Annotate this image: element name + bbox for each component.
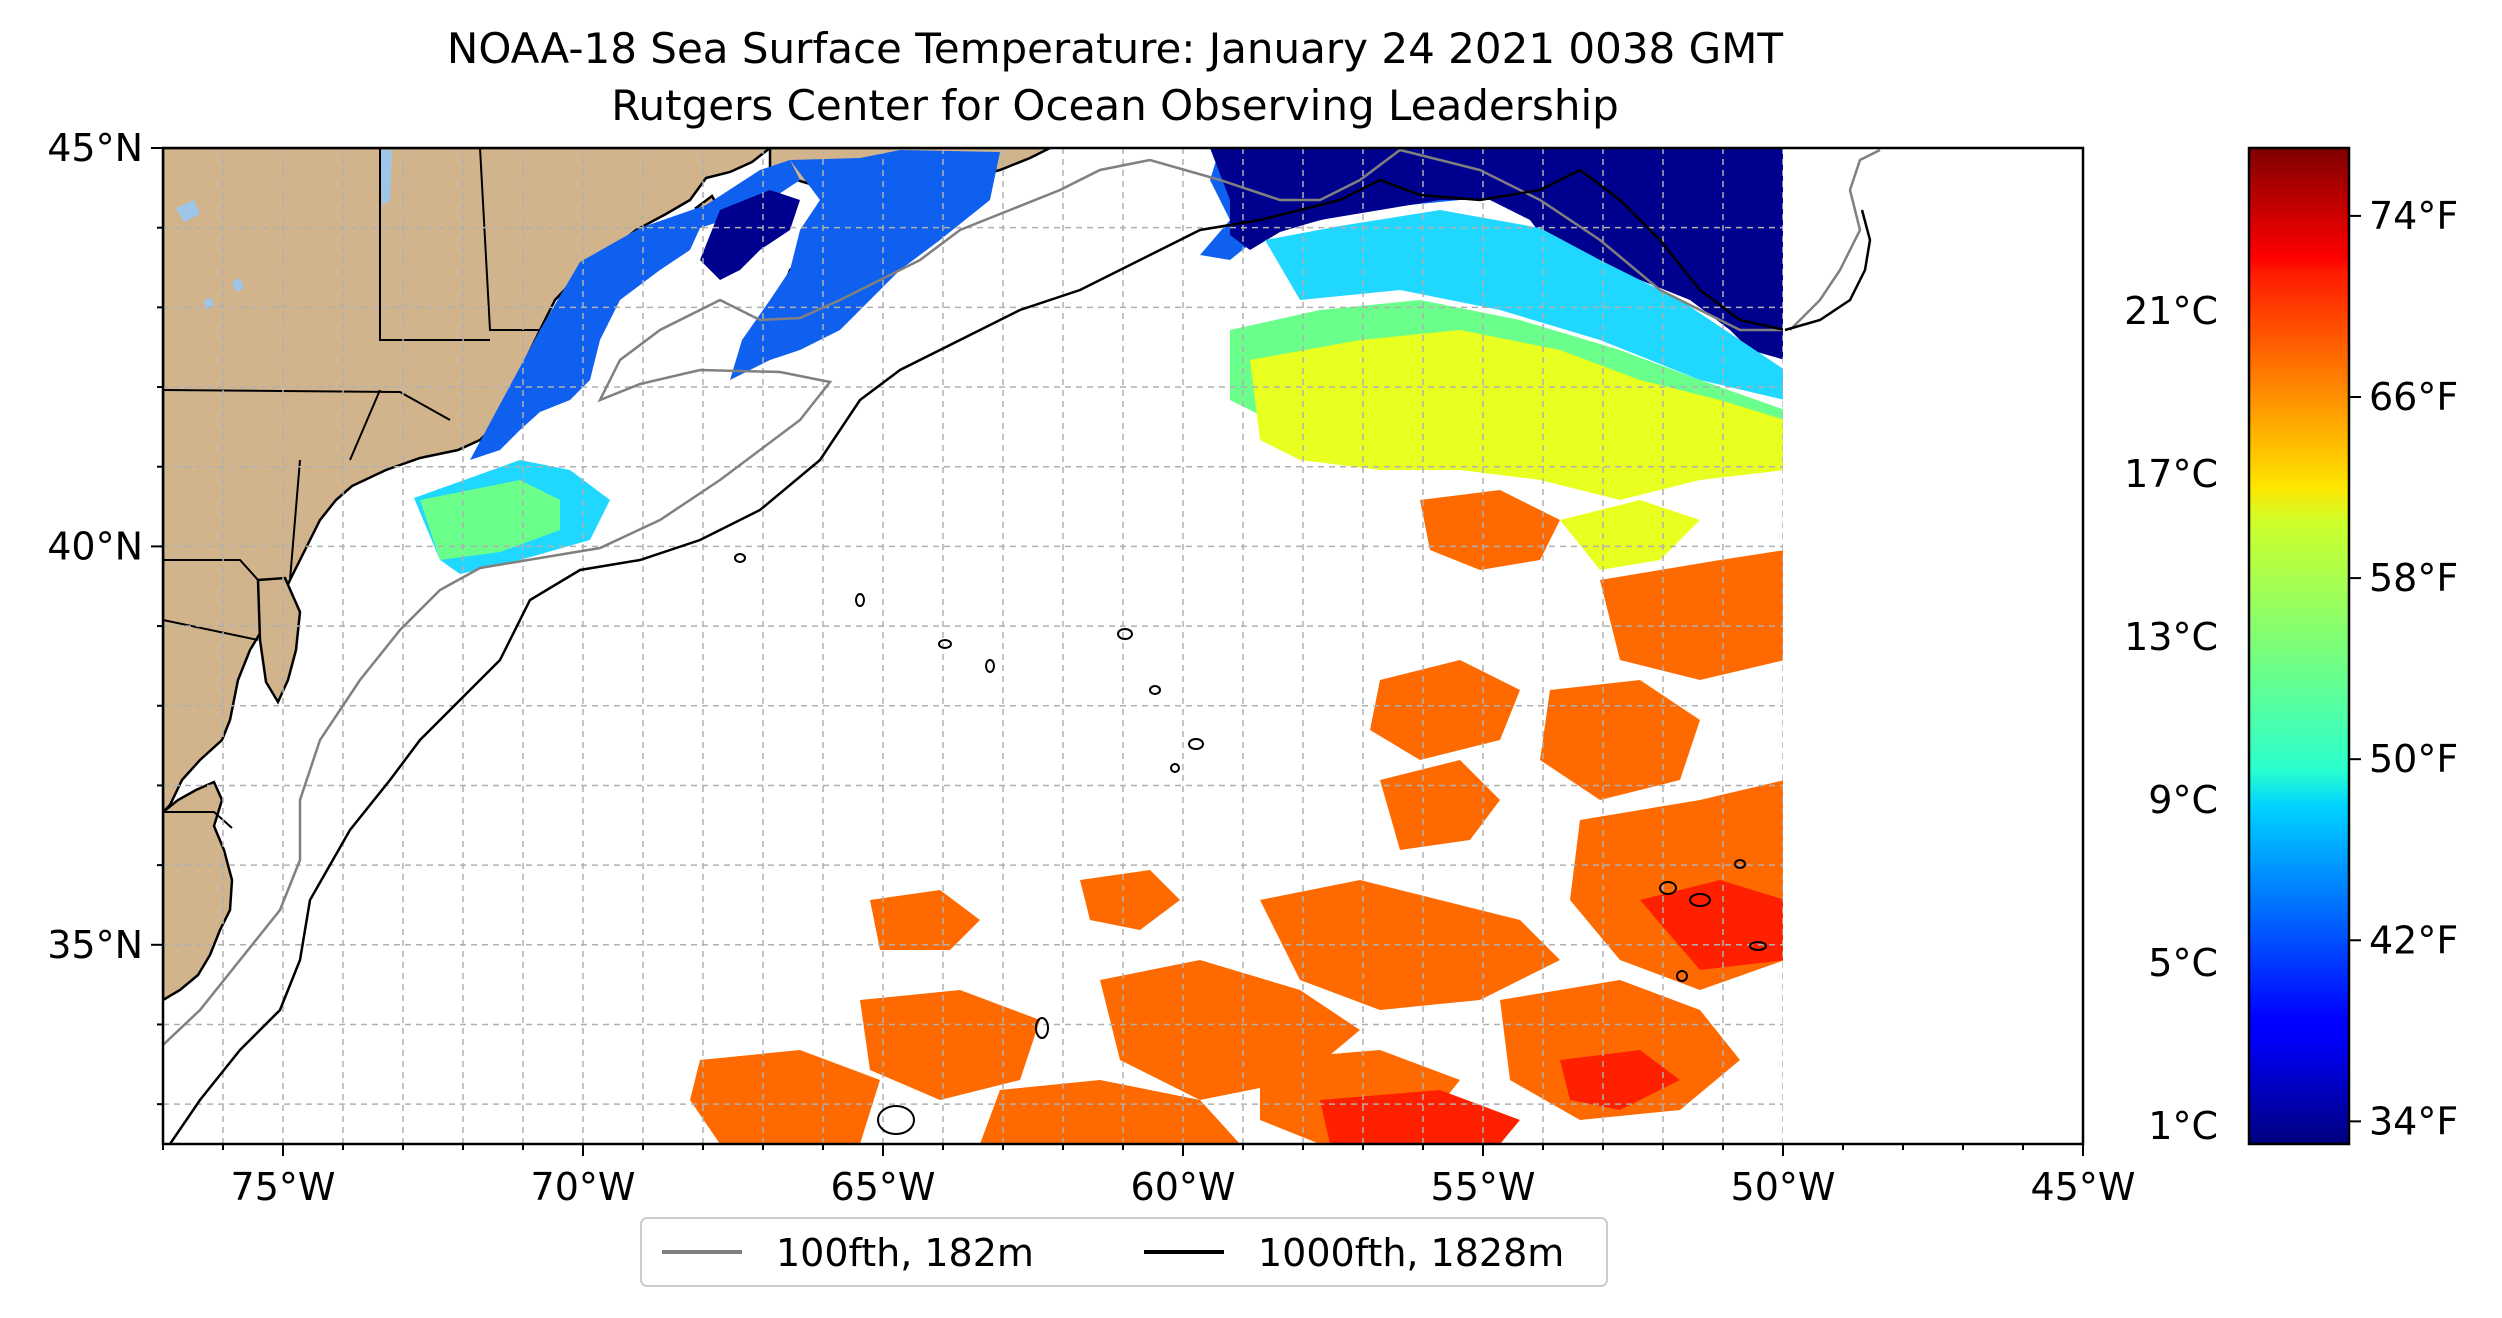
land-us-northeast [163, 148, 773, 814]
map-title-line2: Rutgers Center for Ocean Observing Leade… [611, 81, 1619, 130]
colorbar-ticks: 34°F 42°F 50°F 58°F 66°F 74°F 1°C 5°C 9°C 13°C 17°… [2124, 194, 2458, 1148]
no-data-region [1783, 148, 2083, 1144]
x-tick-label: 75°W [231, 1165, 336, 1209]
legend-1000fth-label: 1000fth, 1828m [1258, 1231, 1564, 1275]
sst-hot-3 [1560, 1050, 1680, 1110]
seamount-5 [1117, 628, 1133, 640]
legend-box [640, 1217, 1608, 1287]
sst-warm-4 [1540, 680, 1700, 800]
seamount-9 [1659, 881, 1677, 895]
sst-gulf-of-st-lawrence [1210, 148, 1785, 360]
sst-maine-dark [700, 190, 800, 280]
map-panel [163, 148, 2083, 1144]
land-us-midatlantic [163, 780, 234, 1002]
isobath-1000-east [1784, 209, 1872, 332]
isobath-1000fth-line [168, 168, 1851, 1144]
seamount-16 [1676, 970, 1688, 982]
sst-yellow-1 [1250, 330, 1785, 500]
sst-georges-bank [730, 150, 1000, 380]
colorbar-c-label: 5°C [2148, 941, 2218, 985]
colorbar-f-label: 66°F [2369, 375, 2458, 419]
isobath-legend: 100fth, 182m 1000fth, 1828m [640, 1217, 1608, 1287]
border-8 [163, 811, 233, 829]
seamount-17 [1035, 1017, 1049, 1039]
x-tick-label: 45°W [2031, 1165, 2136, 1209]
seamount-6 [1149, 685, 1161, 695]
sst-warm-9 [860, 990, 1040, 1100]
seamount-2 [855, 593, 865, 607]
sst-yellow-2 [1560, 500, 1700, 570]
lake-small-1 [176, 200, 200, 222]
isobath-canada-east [1789, 148, 1881, 331]
x-tick-label: 55°W [1431, 1165, 1536, 1209]
x-tick-label: 50°W [1731, 1165, 1836, 1209]
axis-ticks: 75°W 70°W 65°W 60°W 55°W 50°W 45°W 45°N 40°N 35°N [47, 126, 2135, 1209]
seamount-8 [1170, 763, 1180, 773]
sst-warm-12 [1500, 980, 1740, 1120]
border-6 [163, 619, 259, 641]
colorbar-c-label: 9°C [2148, 778, 2218, 822]
border-2 [349, 389, 381, 461]
sst-warm-5 [1380, 760, 1500, 850]
seamount-10 [1689, 893, 1711, 907]
x-tick-label: 60°W [1131, 1165, 1236, 1209]
sst-warm-15 [1080, 870, 1180, 930]
land-delmarva [256, 576, 302, 705]
sst-gulf-of-maine-west [470, 160, 800, 460]
sst-slope-cyan [1265, 210, 1785, 400]
state-borders [163, 148, 540, 829]
sst-warm-2 [1600, 550, 1785, 680]
sst-warm-1 [1420, 490, 1560, 570]
colorbar-f-label: 42°F [2369, 918, 2458, 962]
x-tick-label: 65°W [831, 1165, 936, 1209]
sst-yellow-band [1250, 330, 1785, 570]
colorbar-f-label: 58°F [2369, 556, 2458, 600]
seamount-12 [1749, 941, 1767, 951]
sst-warm-10 [690, 1050, 880, 1144]
lake-champlain [380, 150, 392, 206]
sst-hot-1 [1320, 1090, 1520, 1144]
colorbar-c-label: 1°C [2148, 1104, 2218, 1148]
colorbar-c-label: 21°C [2124, 289, 2218, 333]
seamount-11 [1734, 859, 1746, 869]
y-tick-label: 35°N [47, 923, 143, 967]
map-title-line1: NOAA-18 Sea Surface Temperature: January… [447, 24, 1784, 73]
border-4 [379, 148, 490, 341]
temperature-colorbar: 34°F 42°F 50°F 58°F 66°F 74°F 1°C 5°C 9°C 13°C 17°… [2124, 146, 2458, 1148]
seamount-7 [1188, 738, 1204, 750]
isobath-100fth-line [163, 148, 1881, 1046]
sst-hot-patches [1320, 880, 1785, 1144]
seamount-4 [985, 659, 995, 673]
sst-warm-11 [980, 1080, 1240, 1144]
sst-warm-14 [870, 890, 980, 950]
x-tick-label: 70°W [531, 1165, 636, 1209]
seamount-1 [734, 553, 746, 563]
seamount-bermuda [877, 1105, 915, 1135]
colorbar-f-label: 50°F [2369, 737, 2458, 781]
border-7 [289, 459, 301, 581]
seamount-3 [938, 639, 952, 649]
y-tick-label: 40°N [47, 524, 143, 568]
sst-green-2 [420, 480, 560, 560]
colorbar-f-label: 74°F [2369, 194, 2458, 238]
lake-small-3 [232, 278, 244, 292]
border-1 [163, 389, 451, 421]
sst-hot-2 [1640, 880, 1785, 970]
colorbar-gradient [2247, 146, 2351, 1146]
border-5 [163, 559, 259, 581]
colorbar-f-label: 34°F [2369, 1099, 2458, 1143]
legend-100fth-label: 100fth, 182m [776, 1231, 1034, 1275]
colorbar-c-label: 17°C [2124, 452, 2218, 496]
colorbar-c-label: 13°C [2124, 615, 2218, 659]
y-tick-label: 45°N [47, 126, 143, 170]
grid-layer [163, 148, 2083, 1144]
sst-very-cold [700, 148, 1785, 360]
